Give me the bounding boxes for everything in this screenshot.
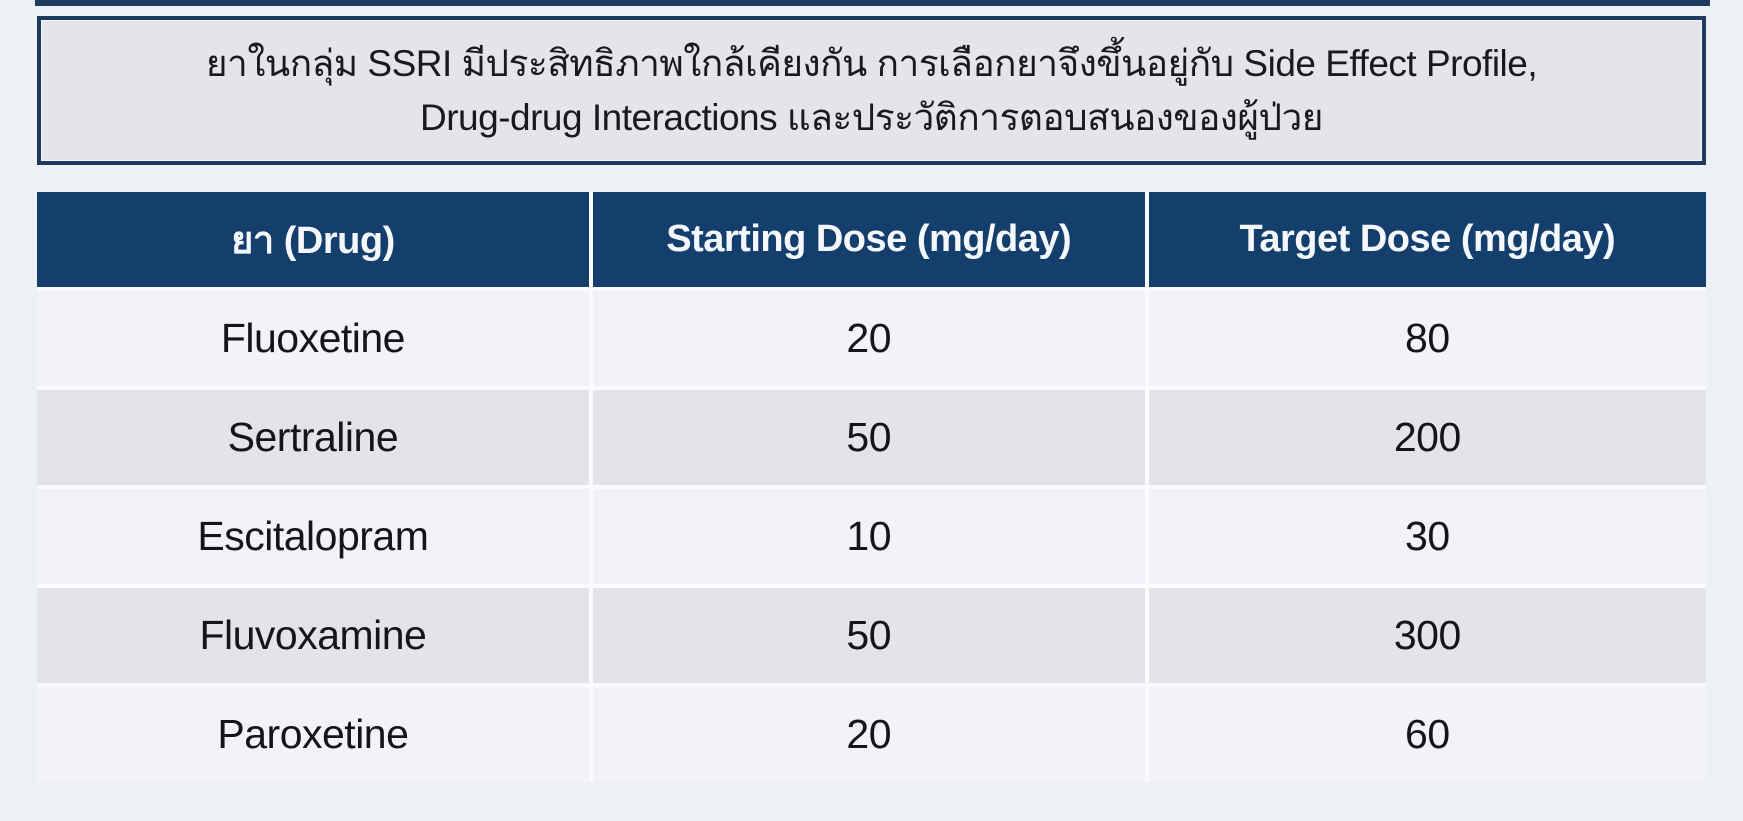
drug-name-cell: Sertraline	[37, 390, 589, 485]
target-dose-cell: 60	[1148, 687, 1706, 782]
column-header-target-dose: Target Dose (mg/day)	[1148, 192, 1706, 287]
starting-dose-cell: 20	[592, 291, 1145, 386]
top-edge-strip	[35, 0, 1710, 6]
ssri-dose-table: ยา (Drug) Starting Dose (mg/day) Target …	[37, 192, 1706, 782]
column-header-drug: ยา (Drug)	[37, 192, 589, 287]
target-dose-cell: 80	[1148, 291, 1706, 386]
target-dose-cell: 300	[1148, 588, 1706, 683]
key-message-callout: ยาในกลุ่ม SSRI มีประสิทธิภาพใกล้เคียงกัน…	[37, 16, 1706, 165]
target-dose-cell: 30	[1148, 489, 1706, 584]
starting-dose-cell: 10	[592, 489, 1145, 584]
callout-line-2: Drug-drug Interactions และประวัติการตอบส…	[420, 96, 1324, 138]
starting-dose-cell: 50	[592, 588, 1145, 683]
drug-name-cell: Fluoxetine	[37, 291, 589, 386]
column-header-starting-dose: Starting Dose (mg/day)	[592, 192, 1145, 287]
starting-dose-cell: 20	[592, 687, 1145, 782]
starting-dose-cell: 50	[592, 390, 1145, 485]
drug-name-cell: Fluvoxamine	[37, 588, 589, 683]
drug-name-cell: Paroxetine	[37, 687, 589, 782]
drug-name-cell: Escitalopram	[37, 489, 589, 584]
callout-line-1: ยาในกลุ่ม SSRI มีประสิทธิภาพใกล้เคียงกัน…	[205, 42, 1538, 84]
target-dose-cell: 200	[1148, 390, 1706, 485]
